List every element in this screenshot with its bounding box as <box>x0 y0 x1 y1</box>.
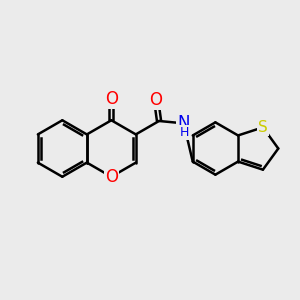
Text: O: O <box>105 168 118 186</box>
Text: H: H <box>179 126 189 139</box>
Text: O: O <box>150 91 163 109</box>
Text: S: S <box>258 120 268 135</box>
Text: N: N <box>178 114 190 132</box>
Text: O: O <box>105 90 118 108</box>
